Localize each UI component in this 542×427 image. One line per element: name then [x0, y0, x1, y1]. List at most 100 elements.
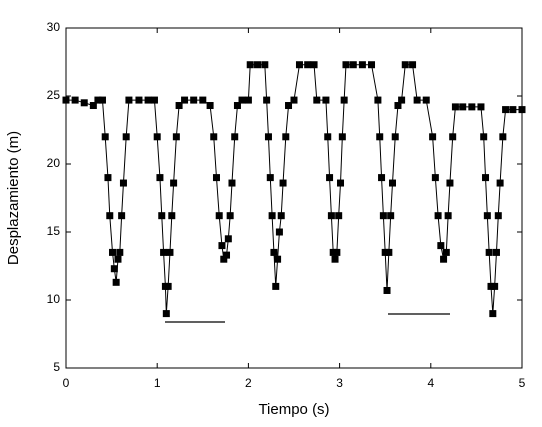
marker [101, 133, 109, 141]
marker [118, 212, 126, 220]
marker [381, 248, 389, 256]
marker [261, 61, 269, 69]
marker [304, 61, 312, 69]
marker [413, 96, 421, 104]
marker [477, 103, 485, 111]
marker [190, 96, 198, 104]
marker [333, 248, 341, 256]
marker [164, 282, 172, 290]
marker [451, 103, 459, 111]
marker [379, 212, 387, 220]
marker [175, 102, 183, 110]
marker [335, 212, 343, 220]
marker [331, 255, 339, 263]
marker [166, 248, 174, 256]
marker [401, 61, 409, 69]
marker [254, 61, 262, 69]
marker [160, 248, 168, 256]
marker [378, 174, 386, 182]
x-tick-label: 2 [245, 376, 252, 390]
marker [272, 282, 280, 290]
marker [459, 103, 467, 111]
marker [226, 212, 234, 220]
y-tick-label: 30 [47, 20, 61, 34]
marker [483, 212, 491, 220]
marker [170, 179, 178, 187]
marker [233, 102, 241, 110]
marker [431, 174, 439, 182]
marker [215, 212, 223, 220]
marker [491, 282, 499, 290]
marker [487, 282, 495, 290]
marker [153, 133, 161, 141]
marker [310, 61, 318, 69]
y-tick-label: 10 [47, 292, 61, 306]
marker [94, 96, 102, 104]
marker [442, 248, 450, 256]
marker [270, 248, 278, 256]
marker [168, 212, 176, 220]
marker [518, 106, 526, 114]
marker [489, 310, 497, 318]
plot-frame [65, 27, 523, 369]
marker [109, 248, 117, 256]
x-tick-label: 0 [63, 376, 70, 390]
marker [199, 96, 207, 104]
y-tick-label: 25 [47, 88, 61, 102]
marker [172, 133, 180, 141]
marker [440, 255, 448, 263]
marker [387, 212, 395, 220]
marker [212, 174, 220, 182]
marker [135, 96, 143, 104]
x-tick-label: 1 [154, 376, 161, 390]
marker [429, 133, 437, 141]
marker [444, 212, 452, 220]
y-tick-label: 5 [53, 360, 60, 374]
marker [468, 103, 476, 111]
marker [398, 96, 406, 104]
x-tick-label: 3 [336, 376, 343, 390]
marker [509, 106, 517, 114]
marker [162, 310, 170, 318]
marker [125, 96, 133, 104]
x-axis-title: Tiempo (s) [258, 401, 329, 418]
marker [485, 248, 493, 256]
marker [116, 248, 124, 256]
y-axis-title: Desplazamiento (m) [5, 131, 22, 265]
marker [502, 106, 510, 114]
marker [62, 96, 70, 104]
marker [349, 61, 357, 69]
marker [228, 179, 236, 187]
marker [391, 133, 399, 141]
marker [496, 179, 504, 187]
marker [266, 174, 274, 182]
marker [144, 96, 152, 104]
marker [482, 174, 490, 182]
marker [264, 133, 272, 141]
marker [218, 242, 226, 250]
y-tick-label: 15 [47, 224, 61, 238]
marker [181, 96, 189, 104]
marker [322, 96, 330, 104]
marker [275, 228, 283, 236]
marker [268, 212, 276, 220]
marker [394, 102, 402, 110]
marker [282, 133, 290, 141]
marker [376, 133, 384, 141]
marker [480, 133, 488, 141]
marker [290, 96, 298, 104]
marker [223, 251, 231, 259]
marker [499, 133, 507, 141]
marker [122, 133, 130, 141]
marker [279, 179, 287, 187]
marker [337, 179, 345, 187]
marker [340, 96, 348, 104]
marker [238, 96, 246, 104]
marker [385, 248, 393, 256]
marker [326, 174, 334, 182]
marker [358, 61, 366, 69]
marker [437, 242, 445, 250]
marker [80, 99, 88, 107]
